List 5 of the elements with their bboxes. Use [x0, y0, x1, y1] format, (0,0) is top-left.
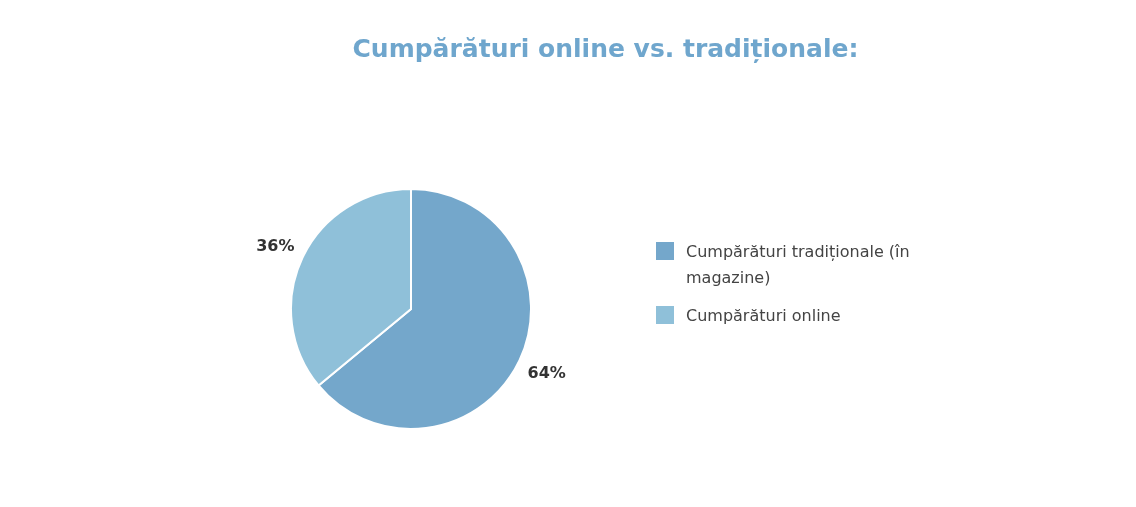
legend-label: Cumpărături tradiționale (în magazine) [686, 241, 911, 289]
legend-label: Cumpărături online [686, 305, 841, 327]
chart-title: Cumpărături online vs. tradiționale: [351, 33, 860, 65]
data-label: 64% [527, 363, 566, 383]
data-label: 36% [256, 235, 295, 255]
